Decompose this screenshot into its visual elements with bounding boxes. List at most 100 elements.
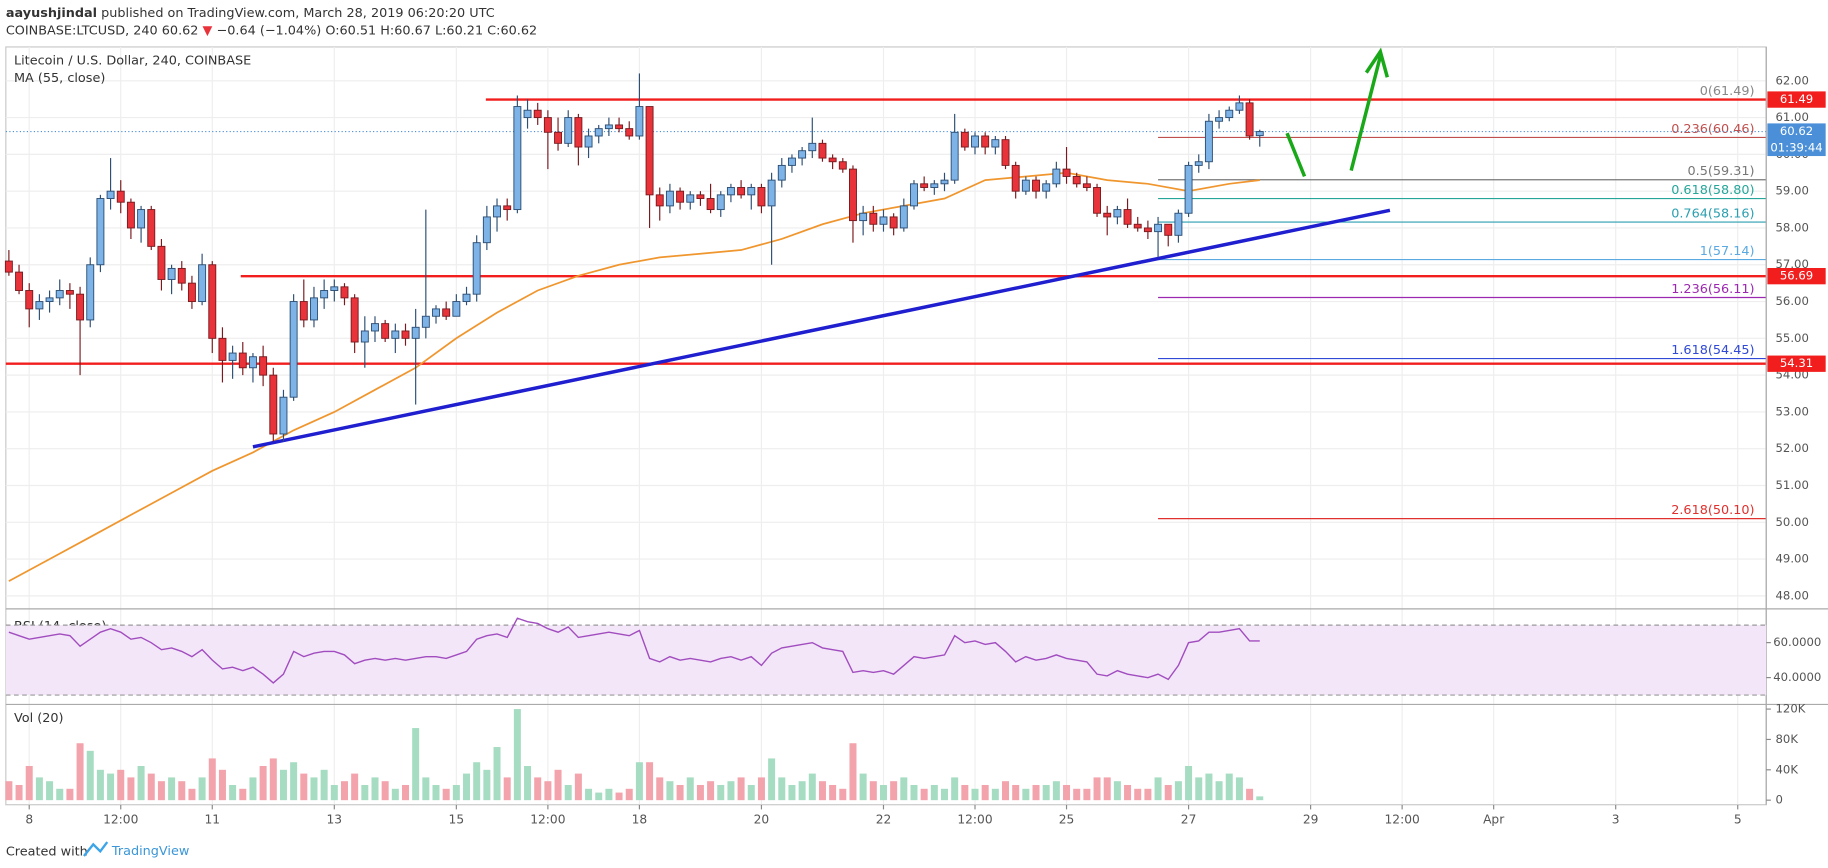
volume-bar — [259, 766, 267, 801]
candle-body — [371, 323, 379, 332]
candle-body — [340, 286, 349, 299]
x-tick-label: 12:00 — [103, 812, 138, 826]
volume-bar — [229, 784, 237, 801]
candle-body — [584, 135, 593, 148]
x-tick-label: 18 — [632, 812, 648, 826]
volume-bar — [432, 784, 440, 801]
author: aayushjindal — [6, 6, 97, 21]
volume-bar — [839, 788, 847, 801]
level-tag-label: 61.49 — [1780, 92, 1813, 106]
candle-body — [787, 157, 796, 166]
x-tick-label: 29 — [1303, 812, 1319, 826]
candle-body — [238, 352, 247, 369]
x-tick-label: 13 — [327, 812, 343, 826]
candle-body — [472, 242, 481, 295]
volume-bar — [1073, 788, 1081, 801]
volume-bar — [1225, 773, 1233, 801]
candle-body — [421, 315, 430, 328]
candle-body — [574, 117, 583, 148]
candle-body — [1072, 175, 1081, 185]
candle-body — [920, 183, 929, 188]
fib-label: 0.764(58.16) — [1671, 206, 1754, 221]
volume-bar — [666, 781, 674, 801]
volume-bar — [686, 777, 694, 801]
candle-body — [1042, 183, 1051, 192]
x-tick-label: 11 — [204, 812, 220, 826]
volume-bar — [564, 784, 572, 801]
candle-body — [971, 135, 979, 148]
volume-bar — [981, 784, 989, 801]
volume-bar — [829, 784, 837, 801]
candle-body — [940, 179, 949, 185]
footer-brand[interactable]: TradingView — [111, 844, 189, 859]
volume-bar — [788, 784, 796, 801]
candle-body — [1154, 223, 1163, 233]
volume-bar — [168, 777, 176, 801]
candle-body — [716, 194, 725, 211]
volume-bar — [157, 781, 165, 801]
fib-label: 1.236(56.11) — [1671, 282, 1754, 297]
volume-bar — [747, 784, 755, 801]
volume-bar — [808, 773, 816, 801]
volume-bar — [5, 781, 13, 801]
level-tag — [1767, 267, 1826, 285]
volume-bar — [1063, 784, 1071, 801]
volume-bar — [391, 788, 399, 801]
x-tick-label: 8 — [25, 812, 33, 826]
volume-bar — [15, 784, 23, 801]
volume-bar — [56, 788, 64, 801]
volume-bar — [737, 777, 745, 801]
candle-body — [747, 187, 756, 196]
y-tick-label: 56.00 — [1776, 294, 1809, 308]
fib-label: 1(57.14) — [1700, 244, 1755, 259]
volume-bar — [473, 762, 481, 801]
candle-body — [1001, 139, 1010, 166]
volume-bar — [1235, 777, 1243, 801]
candle-body — [706, 198, 715, 211]
y-tick-label: 53.00 — [1776, 404, 1809, 418]
candle-body — [1062, 168, 1071, 177]
published: published on TradingView.com, March 28, … — [97, 6, 495, 21]
volume-bar — [859, 773, 867, 801]
trendline — [252, 208, 1391, 449]
volume-bar — [727, 781, 735, 801]
x-tick-label: 20 — [754, 812, 770, 826]
candle-body — [1133, 223, 1142, 229]
fib-label: 0.236(60.46) — [1671, 122, 1754, 137]
candle-body — [167, 267, 176, 280]
volume-bar — [1154, 777, 1162, 801]
rsi-line — [8, 617, 1260, 684]
volume-bar — [300, 773, 308, 801]
volume-bar — [310, 777, 318, 801]
volume-bar — [35, 777, 43, 801]
volume-bar — [951, 777, 959, 801]
volume-bar — [1042, 784, 1050, 801]
volume-bar — [1012, 784, 1020, 801]
volume-bar — [676, 784, 684, 801]
volume-bar — [1205, 773, 1213, 801]
candle-body — [696, 194, 705, 199]
x-tick-label: 5 — [1734, 812, 1742, 826]
x-tick-label: 15 — [449, 812, 465, 826]
volume-bar — [1093, 777, 1101, 801]
volume-bar — [1083, 788, 1091, 801]
candle-body — [1032, 179, 1040, 192]
volume-bar — [422, 777, 430, 801]
volume-tick-label: 40K — [1776, 762, 1799, 776]
candle-body — [411, 326, 420, 339]
volume-bar — [381, 781, 389, 801]
candle-body — [126, 201, 135, 229]
y-tick-label: 49.00 — [1776, 552, 1809, 566]
candle-body — [432, 308, 440, 317]
volume-bar — [208, 758, 216, 801]
fib-label: 0.618(58.80) — [1671, 183, 1754, 198]
y-tick-label: 55.00 — [1776, 331, 1809, 345]
volume-bar — [96, 769, 104, 801]
y-tick-label: 57.00 — [1776, 257, 1809, 271]
candle-body — [615, 124, 624, 130]
candle-body — [899, 205, 908, 229]
candle-body — [889, 216, 898, 229]
candle-body — [604, 124, 613, 130]
candle-body — [116, 190, 125, 203]
volume-bar — [137, 766, 145, 801]
